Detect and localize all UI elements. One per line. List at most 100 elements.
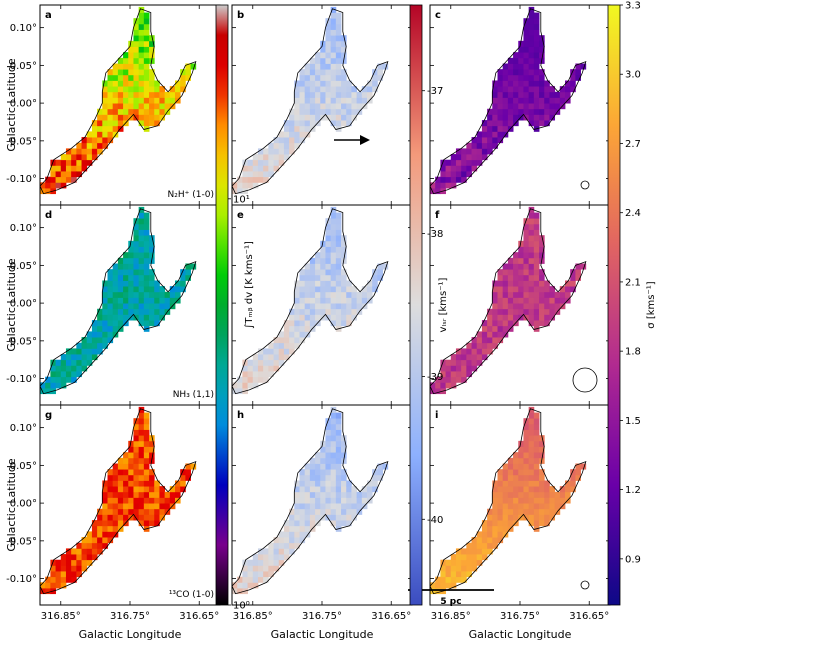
map-pixel (507, 286, 514, 293)
map-pixel (278, 359, 285, 366)
map-pixel (107, 74, 114, 81)
map-pixel (304, 125, 311, 132)
map-pixel (513, 491, 519, 498)
map-pixel (133, 29, 140, 36)
map-pixel (128, 497, 134, 504)
map-pixel (268, 542, 274, 549)
map-pixel (283, 131, 290, 138)
map-pixel (554, 491, 561, 498)
map-pixel (299, 280, 306, 287)
map-pixel (461, 554, 467, 561)
map-pixel (320, 497, 326, 504)
map-pixel (492, 525, 498, 532)
map-pixel (539, 297, 545, 304)
map-pixel (133, 480, 140, 487)
map-pixel (91, 554, 98, 561)
map-pixel (294, 91, 300, 98)
map-pixel (523, 263, 530, 270)
map-pixel (523, 35, 530, 42)
map-pixel (523, 314, 530, 321)
map-pixel (518, 486, 524, 493)
map-pixel (565, 91, 571, 98)
map-pixel (346, 108, 352, 115)
map-pixel (76, 371, 82, 378)
map-pixel (335, 29, 342, 36)
map-pixel (346, 520, 352, 527)
map-pixel (466, 365, 472, 372)
map-pixel (497, 91, 504, 98)
map-pixel (283, 342, 290, 349)
map-pixel (117, 469, 124, 476)
map-pixel (325, 474, 332, 481)
map-pixel (330, 435, 337, 442)
map-pixel (330, 52, 337, 59)
map-pixel (278, 331, 285, 338)
map-pixel (138, 274, 145, 281)
map-pixel (65, 354, 72, 361)
map-pixel (492, 86, 498, 93)
map-pixel (487, 108, 493, 115)
map-pixel (299, 114, 306, 121)
map-pixel (97, 537, 103, 544)
map-pixel (138, 63, 145, 70)
map-pixel (143, 508, 150, 515)
map-pixel (309, 280, 316, 287)
map-pixel (143, 457, 150, 464)
map-pixel (315, 114, 321, 121)
map-pixel (455, 165, 462, 172)
map-pixel (549, 486, 556, 493)
map-pixel (143, 303, 150, 310)
map-pixel (513, 52, 519, 59)
map-pixel (257, 571, 264, 578)
map-pixel (91, 125, 98, 132)
map-pixel (107, 297, 114, 304)
map-pixel (143, 246, 150, 253)
map-pixel (320, 252, 326, 259)
map-pixel (102, 508, 108, 515)
map-pixel (481, 337, 488, 344)
colorbar-tick-label: 2.1 (625, 277, 641, 288)
map-pixel (60, 371, 67, 378)
map-pixel (533, 280, 540, 287)
map-pixel (377, 469, 383, 476)
map-pixel (149, 97, 155, 104)
map-pixel (507, 86, 514, 93)
map-pixel (513, 457, 519, 464)
map-pixel (533, 63, 540, 70)
map-pixel (445, 359, 452, 366)
map-pixel (315, 303, 321, 310)
map-pixel (143, 229, 150, 236)
map-pixel (138, 497, 145, 504)
map-pixel (112, 520, 119, 527)
map-pixel (232, 382, 238, 389)
map-pixel (523, 469, 530, 476)
map-pixel (91, 120, 98, 127)
map-pixel (533, 274, 540, 281)
map-pixel (513, 252, 519, 259)
map-pixel (133, 503, 140, 510)
map-pixel (154, 280, 160, 287)
map-pixel (559, 97, 566, 104)
y-tick-label: -0.05° (6, 536, 37, 547)
map-pixel (356, 497, 363, 504)
map-pixel (232, 588, 238, 595)
map-pixel (257, 565, 264, 572)
map-pixel (356, 97, 363, 104)
map-pixel (539, 503, 545, 510)
map-pixel (341, 235, 347, 242)
map-pixel (539, 486, 545, 493)
map-pixel (570, 469, 576, 476)
map-pixels (40, 406, 197, 595)
map-pixel (549, 508, 556, 515)
map-pixel (507, 257, 514, 264)
map-pixel (294, 542, 300, 549)
x-axis-label: Galactic Longitude (271, 628, 374, 641)
map-pixel (117, 103, 124, 110)
map-pixel (335, 69, 342, 76)
map-pixel (466, 159, 472, 166)
map-pixel (523, 497, 530, 504)
map-pixel (481, 542, 488, 549)
map-pixel (346, 508, 352, 515)
map-pixel (71, 176, 77, 183)
map-pixel (518, 469, 524, 476)
